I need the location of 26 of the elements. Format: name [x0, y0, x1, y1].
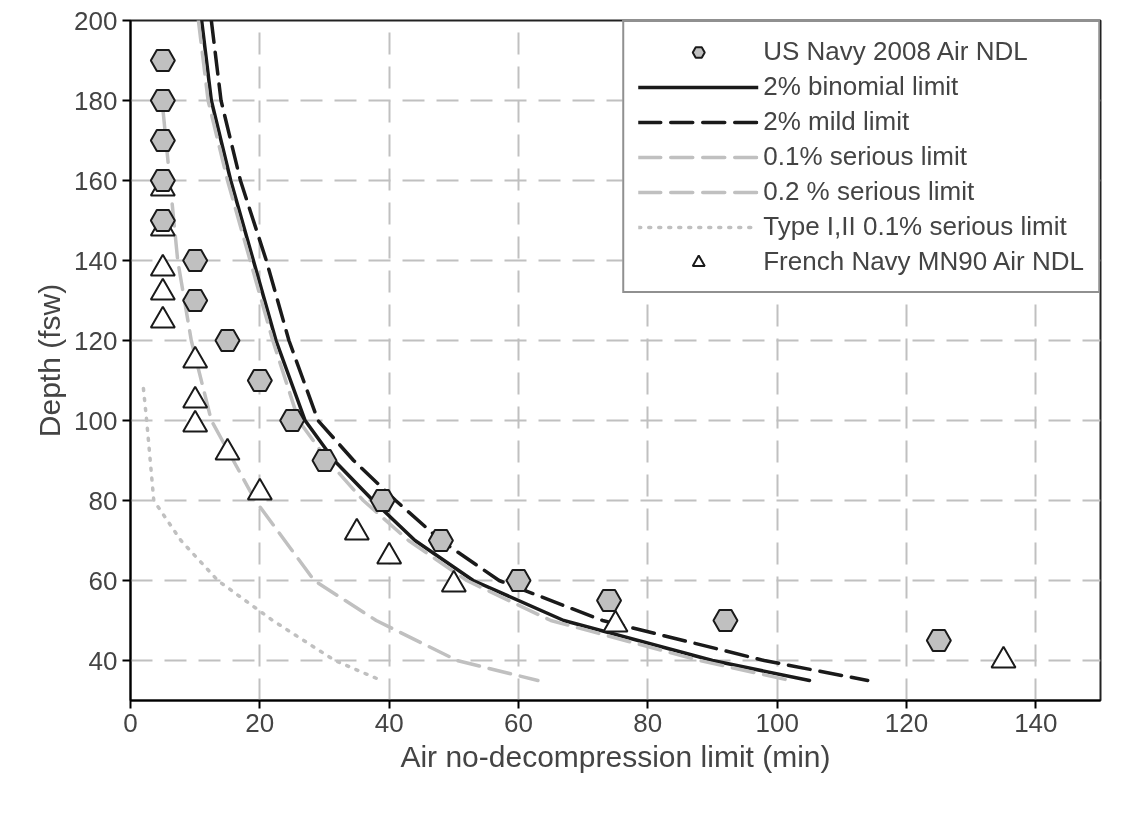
y-tick-label: 200 [74, 5, 118, 36]
legend-label: Type I,II 0.1% serious limit [763, 211, 1067, 242]
x-tick-label: 40 [374, 707, 404, 738]
y-tick-label: 40 [88, 645, 118, 676]
x-tick-label: 0 [123, 707, 138, 738]
y-tick-label: 180 [74, 85, 118, 116]
y-tick-label: 160 [74, 165, 118, 196]
y-axis-title: Depth (fsw) [33, 283, 67, 438]
legend-label: 2% mild limit [763, 106, 910, 137]
x-axis-title: Air no-decompression limit (min) [400, 739, 831, 773]
y-tick-label: 100 [74, 405, 118, 436]
x-tick-label: 120 [884, 707, 929, 738]
y-tick-label: 60 [88, 565, 118, 596]
legend-label: 0.2 % serious limit [763, 176, 975, 207]
y-tick-label: 140 [74, 245, 118, 276]
y-tick-label: 80 [88, 485, 118, 516]
legend-label: French Navy MN90 Air NDL [763, 246, 1084, 277]
x-tick-label: 60 [504, 707, 533, 738]
legend-label: 0.1% serious limit [763, 141, 967, 172]
x-tick-label: 80 [633, 707, 663, 738]
x-tick-label: 20 [245, 707, 275, 738]
x-tick-label: 140 [1014, 707, 1058, 738]
y-tick-label: 120 [74, 325, 118, 356]
legend-label: US Navy 2008 Air NDL [763, 36, 1028, 67]
x-tick-label: 100 [755, 707, 799, 738]
legend-label: 2% binomial limit [763, 71, 959, 102]
